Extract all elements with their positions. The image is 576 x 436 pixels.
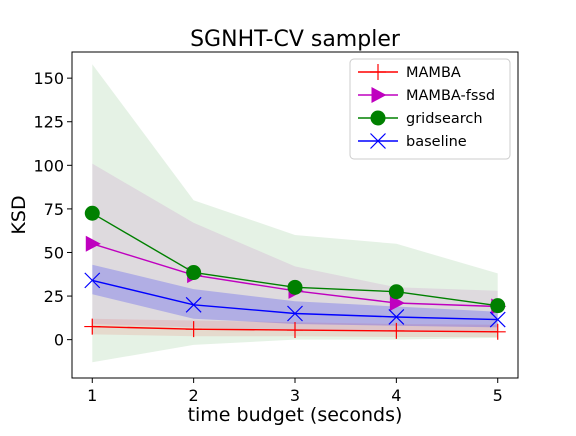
marker-gridsearch-5 — [490, 298, 506, 314]
x-tick-label: 3 — [290, 386, 300, 405]
legend: MAMBA MAMBA-fssd gridsearch baseline — [349, 58, 511, 160]
y-tick-label: 150 — [33, 69, 64, 88]
marker-baseline-2 — [185, 296, 202, 313]
marker-mamba-2 — [185, 321, 202, 338]
marker-mamba-4 — [388, 322, 405, 339]
legend-frame — [349, 58, 511, 160]
marker-mamba-fssd-4 — [389, 295, 405, 312]
band-baseline — [92, 264, 498, 328]
legend-marker-gridsearch — [370, 110, 386, 126]
marker-gridsearch-2 — [186, 265, 202, 281]
legend-marker-mamba-fssd — [371, 87, 387, 103]
y-tick-label: 100 — [33, 156, 64, 175]
x-axis-label: time budget (seconds) — [188, 404, 403, 426]
legend-marker-baseline — [370, 133, 386, 149]
y-axis-label: KSD — [8, 195, 30, 234]
y-tick-label: 50 — [44, 243, 64, 262]
marker-baseline-3 — [287, 305, 303, 322]
legend-label-gridsearch: gridsearch — [406, 111, 483, 127]
legend-marker-mamba — [370, 64, 386, 80]
marker-gridsearch-4 — [388, 284, 404, 300]
marker-baseline-5 — [489, 311, 506, 328]
marker-mamba-5 — [489, 323, 506, 340]
y-tick-label: 25 — [44, 287, 64, 306]
marker-mamba-fssd-1 — [85, 235, 101, 252]
y-axis-ticks: 0 25 50 75 100 125 150 — [33, 69, 72, 350]
x-tick-label: 5 — [493, 386, 503, 405]
marker-mamba-1 — [84, 318, 101, 335]
marker-gridsearch-3 — [287, 279, 303, 295]
x-tick-label: 4 — [391, 386, 401, 405]
marker-baseline-4 — [388, 309, 405, 325]
series-markers — [84, 205, 507, 340]
x-tick-label: 2 — [189, 386, 199, 405]
chart-title: SGNHT-CV sampler — [190, 27, 401, 52]
legend-label-mamba-fssd: MAMBA-fssd — [406, 88, 495, 104]
y-tick-label: 125 — [33, 113, 64, 132]
marker-mamba-3 — [287, 322, 303, 339]
legend-label-baseline: baseline — [406, 134, 467, 150]
y-tick-label: 75 — [44, 200, 64, 219]
x-tick-label: 1 — [87, 386, 97, 405]
marker-baseline-1 — [84, 272, 101, 289]
x-axis-ticks: 1 2 3 4 5 — [87, 378, 503, 405]
y-tick-label: 0 — [54, 331, 64, 350]
legend-label-mamba: MAMBA — [406, 65, 461, 81]
marker-gridsearch-1 — [84, 205, 100, 221]
